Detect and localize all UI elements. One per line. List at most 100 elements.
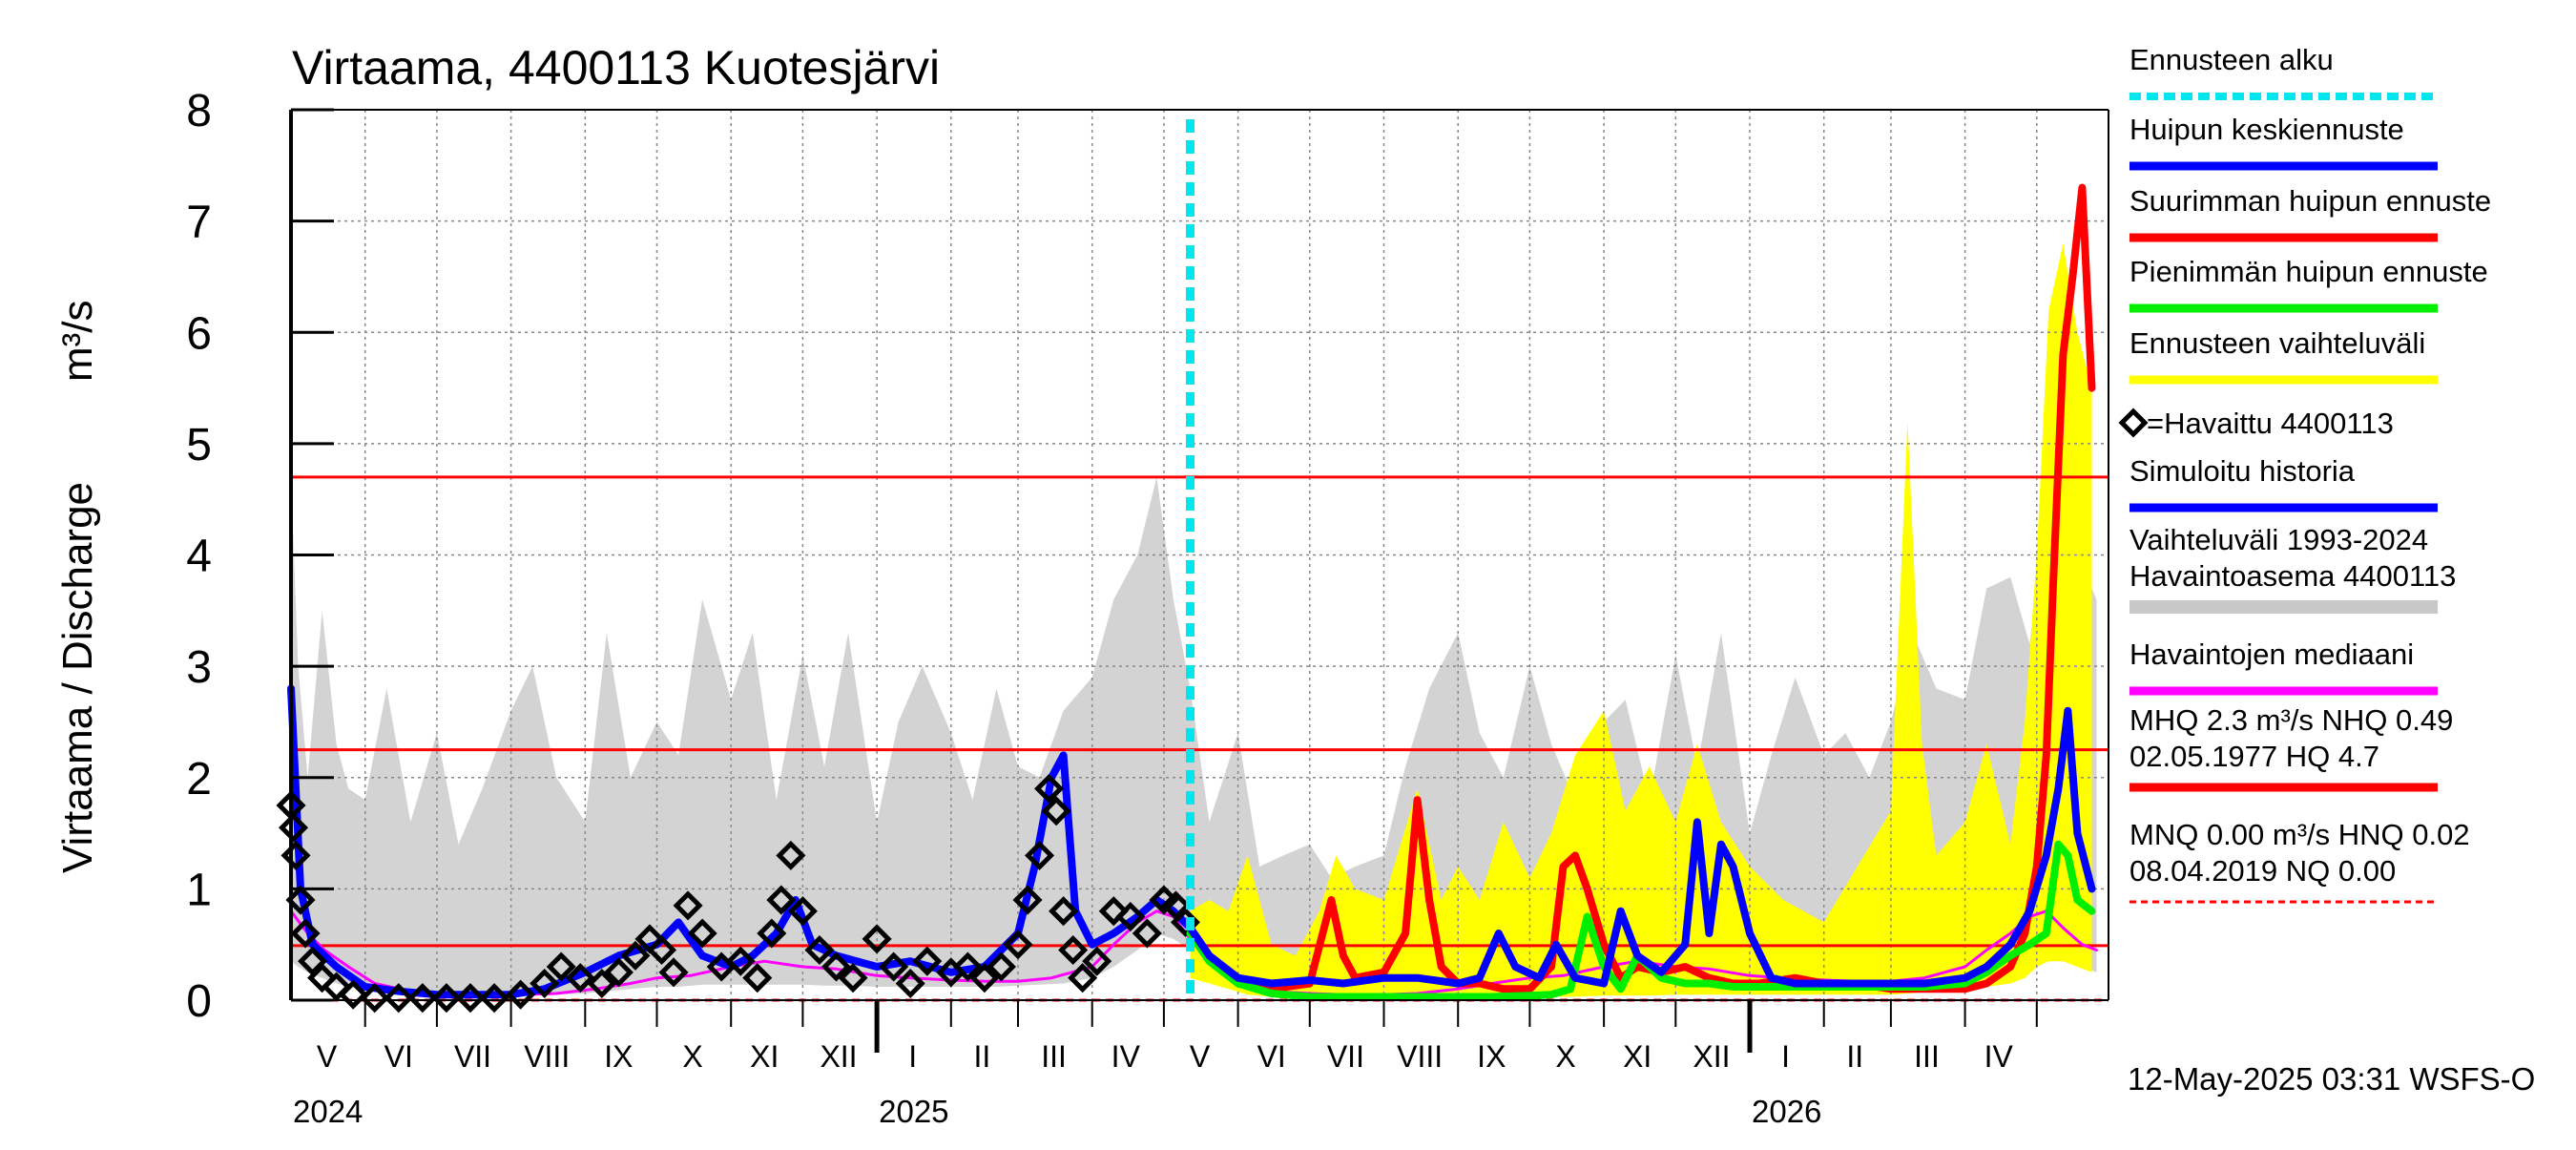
y-tick-label: 5 bbox=[186, 420, 212, 470]
observed-marker bbox=[658, 957, 689, 988]
series-layer bbox=[276, 183, 2098, 1014]
legend-label: 08.04.2019 NQ 0.00 bbox=[2129, 854, 2396, 888]
observed-marker bbox=[1041, 796, 1071, 826]
observed-marker bbox=[912, 946, 943, 976]
observed-marker bbox=[307, 963, 338, 993]
observed-marker bbox=[821, 951, 852, 982]
observed-marker bbox=[338, 979, 368, 1010]
observed-marker bbox=[1082, 946, 1112, 976]
y-tick-label: 2 bbox=[186, 754, 212, 805]
month-tick-label: X bbox=[682, 1039, 702, 1074]
month-tick-label: XII bbox=[820, 1039, 857, 1074]
month-tick-label: XI bbox=[1623, 1039, 1652, 1074]
observed-marker bbox=[646, 934, 677, 966]
y-tick-label: 0 bbox=[186, 976, 212, 1027]
observed-marker bbox=[1068, 963, 1098, 993]
y-tick-label: 4 bbox=[186, 532, 212, 582]
observed-marker bbox=[1012, 885, 1043, 915]
legend-label: MNQ 0.00 m³/s HNQ 0.02 bbox=[2129, 818, 2470, 851]
observed-marker bbox=[1098, 896, 1129, 927]
legend-label: Simuloitu historia bbox=[2129, 454, 2356, 488]
observed-marker bbox=[1132, 918, 1162, 949]
chart-title: Virtaama, 4400113 Kuotesjärvi bbox=[292, 41, 940, 94]
month-tick-label: II bbox=[974, 1039, 991, 1074]
legend-layer: Ennusteen alku Huipun keskiennuste Suurimm… bbox=[2118, 43, 2491, 904]
observed-marker bbox=[687, 918, 717, 949]
y-tick-label: 8 bbox=[186, 86, 212, 136]
month-tick-label: IV bbox=[1984, 1039, 2014, 1074]
y-axis-unit: m³/s bbox=[54, 300, 101, 382]
observed-marker bbox=[530, 968, 560, 999]
legend-label: Havaintoasema 4400113 bbox=[2129, 559, 2456, 593]
legend-label: Suurimman huipun ennuste bbox=[2129, 184, 2491, 218]
observed-marker bbox=[895, 968, 925, 999]
legend-label: Huipun keskiennuste bbox=[2129, 113, 2404, 146]
observed-marker bbox=[322, 972, 352, 1002]
observed-marker bbox=[1003, 930, 1033, 960]
observed-marker bbox=[431, 983, 462, 1014]
month-tick-label: V bbox=[1190, 1039, 1211, 1074]
y-tick-label: 7 bbox=[186, 198, 212, 248]
month-tick-label: VII bbox=[1327, 1039, 1364, 1074]
month-tick-label: XI bbox=[750, 1039, 779, 1074]
observed-marker bbox=[804, 934, 835, 966]
timestamp-footer: 12-May-2025 03:31 WSFS-O bbox=[2128, 1061, 2535, 1097]
y-axis-label: Virtaama / Discharge bbox=[54, 482, 101, 873]
observed-marker bbox=[986, 951, 1016, 982]
observed-marker bbox=[787, 896, 818, 927]
legend-label: Havaintojen mediaani bbox=[2129, 638, 2414, 671]
month-tick-label: VIII bbox=[524, 1039, 570, 1074]
observed-marker bbox=[603, 957, 634, 988]
legend-label: MHQ 2.3 m³/s NHQ 0.49 bbox=[2129, 703, 2453, 737]
observed-marker bbox=[280, 840, 311, 870]
observed-marker bbox=[952, 951, 983, 982]
y-tick-label: 3 bbox=[186, 642, 212, 693]
month-tick-label: V bbox=[317, 1039, 338, 1074]
observed-marker bbox=[742, 963, 773, 993]
y-tick-label: 6 bbox=[186, 308, 212, 359]
observed-marker bbox=[1058, 934, 1089, 966]
month-tick-label: XII bbox=[1693, 1039, 1730, 1074]
series-line-huipun-keskiennuste bbox=[1186, 706, 2096, 988]
observed-marker bbox=[862, 924, 892, 954]
y-tick-label: 1 bbox=[186, 865, 212, 915]
observed-marker bbox=[565, 963, 595, 993]
observed-marker bbox=[776, 840, 806, 870]
grid-layer bbox=[291, 109, 2109, 1001]
observed-marker bbox=[766, 885, 797, 915]
observed-marker bbox=[278, 812, 309, 843]
legend-label: 02.05.1977 HQ 4.7 bbox=[2129, 740, 2379, 773]
observed-marker bbox=[384, 983, 414, 1014]
observed-marker bbox=[620, 940, 651, 971]
year-tick-label: 2026 bbox=[1752, 1094, 1821, 1129]
legend-label: Pienimmän huipun ennuste bbox=[2129, 255, 2488, 288]
observed-marker bbox=[1115, 901, 1146, 932]
observed-marker bbox=[1049, 896, 1079, 927]
month-tick-label: IX bbox=[1477, 1039, 1506, 1074]
month-tick-label: X bbox=[1555, 1039, 1575, 1074]
observed-marker bbox=[455, 983, 486, 1014]
observed-marker bbox=[407, 983, 438, 1014]
month-tick-label: IX bbox=[604, 1039, 633, 1074]
legend-label: Ennusteen alku bbox=[2129, 43, 2334, 76]
month-tick-label: II bbox=[1846, 1039, 1863, 1074]
legend-label: Vaihteluväli 1993-2024 bbox=[2129, 523, 2428, 556]
month-tick-label: VIII bbox=[1397, 1039, 1443, 1074]
series-line-suurimman-huipun-ennuste bbox=[1186, 183, 2096, 993]
observed-marker bbox=[285, 885, 316, 915]
year-tick-label: 2024 bbox=[293, 1094, 363, 1129]
month-tick-label: I bbox=[908, 1039, 917, 1074]
observed-marker bbox=[479, 983, 509, 1014]
observed-marker bbox=[506, 979, 536, 1010]
observed-marker bbox=[546, 951, 576, 982]
observed-marker bbox=[587, 968, 617, 999]
observed-marker bbox=[838, 963, 868, 993]
legend-label: Ennusteen vaihteluväli bbox=[2129, 326, 2425, 360]
month-tick-label: I bbox=[1781, 1039, 1790, 1074]
observed-marker bbox=[879, 951, 909, 982]
month-tick-label: VI bbox=[384, 1039, 413, 1074]
observed-marker bbox=[1025, 840, 1055, 870]
